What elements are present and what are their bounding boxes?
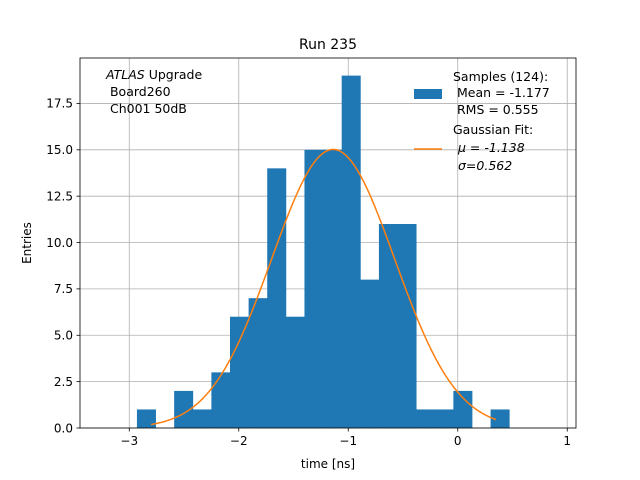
y-tick-label: 5.0 [54,329,73,343]
histogram-bar [397,223,417,428]
x-tick-label: −1 [339,434,357,448]
annotation-line-3: Ch001 50dB [106,101,187,116]
y-tick-label: 15.0 [46,143,73,157]
histogram-bar [230,316,250,428]
histogram-bar [285,316,305,428]
y-tick-label: 17.5 [46,97,73,111]
axis-ticks: −3 −2 −1 0 10.02.55.07.510.012.515.017.5 [46,97,571,448]
histogram-bar [174,390,194,428]
annotation-upgrade-text: Upgrade [145,67,203,82]
histogram-bar [341,75,361,428]
legend-samples-swatch [414,89,442,99]
x-tick-label: −3 [120,434,138,448]
histogram-bar [378,223,398,428]
histogram-bar [453,390,473,428]
x-tick-label: −2 [230,434,248,448]
chart-title: Run 235 [299,37,357,53]
y-tick-label: 12.5 [46,189,73,203]
gaussian-fit-line [151,148,497,426]
histogram-bar [211,372,231,428]
legend-fit-line-2: μ = -1.138 [457,140,525,155]
y-axis-label: Entries [20,222,34,264]
x-tick-label: 0 [454,434,462,448]
histogram-bar [192,409,212,428]
y-tick-label: 7.5 [54,282,73,296]
x-axis-label: time [ns] [301,457,355,471]
histogram-bar [490,409,510,428]
histogram-bar [416,409,436,428]
y-tick-label: 0.0 [54,421,73,435]
plot-frame [79,57,577,429]
histogram-bar [360,279,380,428]
histogram-bar [304,149,324,428]
y-tick-label: 2.5 [54,375,73,389]
histogram-bar [323,149,343,428]
histogram-bar [248,298,268,428]
legend-samples-line-2: Mean = -1.177 [453,85,550,100]
legend-samples-line-3: RMS = 0.555 [453,102,539,117]
x-tick-label: 1 [563,434,571,448]
info-annotation: ATLAS Upgrade Board260 Ch001 50dB [105,67,202,116]
histogram-bar [434,409,454,428]
legend-fit-line-1: Gaussian Fit: [453,122,533,137]
histogram-bar [267,168,287,428]
y-tick-label: 10.0 [46,236,73,250]
annotation-line-1: ATLAS Upgrade [105,67,202,82]
annotation-atlas-italic: ATLAS [105,67,145,82]
annotation-line-2: Board260 [106,84,171,99]
legend-samples-line-1: Samples (124): [453,69,548,84]
histogram-bar [136,409,156,428]
legend: Samples (124): Mean = -1.177 RMS = 0.555… [414,69,550,173]
histogram-bars [136,75,510,428]
legend-fit-line-3: σ=0.562 [458,158,512,173]
